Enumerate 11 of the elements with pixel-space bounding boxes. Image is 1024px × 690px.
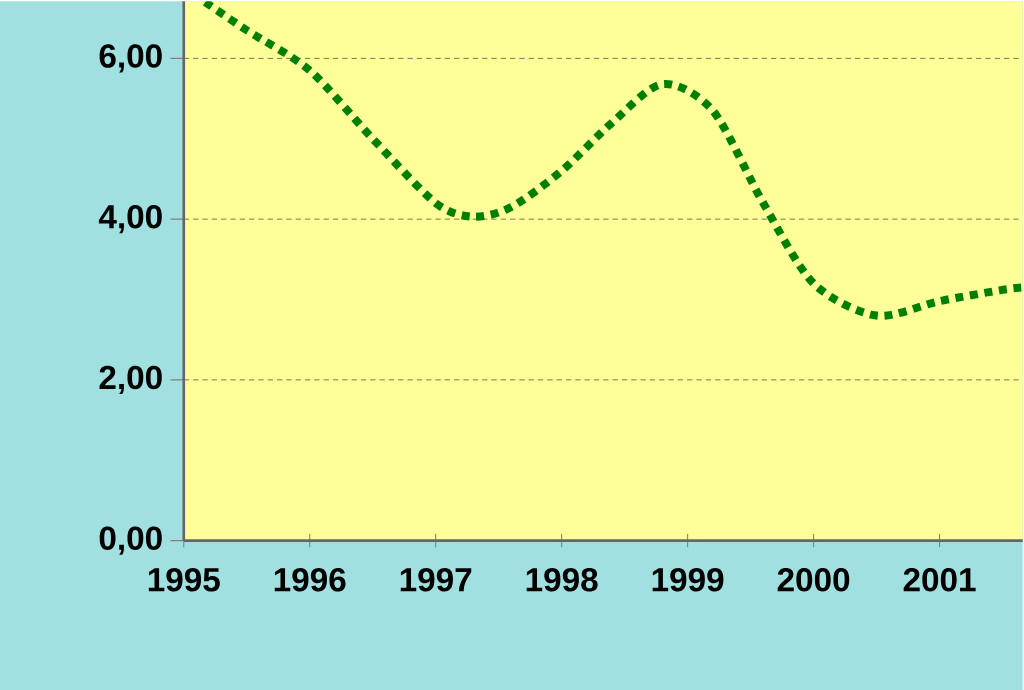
y-tick-label: 0,00 <box>99 526 162 555</box>
x-tick-label: 1998 <box>526 567 598 592</box>
x-tick-label: 2000 <box>777 567 850 592</box>
x-tick-label: 1997 <box>400 567 472 592</box>
y-tick-label: 6,00 <box>99 43 162 73</box>
x-tick-label: 2001 <box>903 567 976 592</box>
x-tick-label: 1995 <box>148 567 220 592</box>
y-tick-label: 4,00 <box>98 204 162 234</box>
x-tick-label: 1999 <box>652 567 724 592</box>
y-tick-label: 2,00 <box>99 365 162 394</box>
x-tick-label: 1996 <box>274 567 346 592</box>
